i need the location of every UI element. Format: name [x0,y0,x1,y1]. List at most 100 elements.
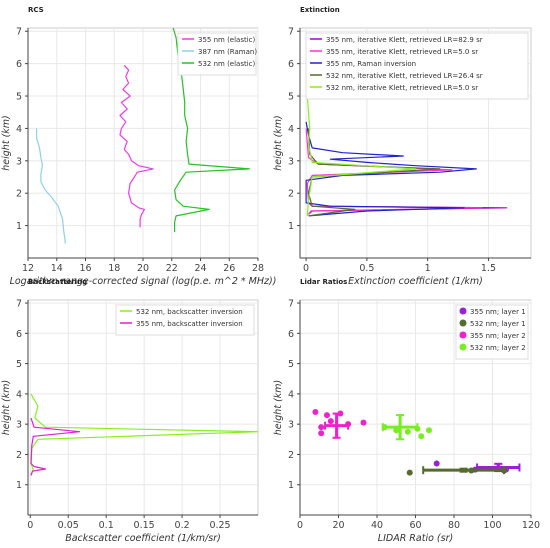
x-tick-label: 24 [194,263,206,274]
x-tick-label: 0.15 [134,520,155,531]
y-tick-label: 7 [288,299,294,310]
series-line [30,393,258,475]
chart-title: RCS [28,6,44,14]
legend-label: 532 nm, iterative Klett, retrieved LR=26… [326,72,483,80]
legend-marker [459,319,467,327]
y-tick-label: 3 [288,420,294,431]
x-tick-label: 20 [332,520,344,531]
series-group [30,393,258,476]
x-tick-label: 16 [79,263,91,274]
x-tick-label: 80 [448,520,460,531]
x-tick-label: 0 [27,520,33,531]
y-tick-label: 4 [16,389,22,400]
y-tick-label: 6 [288,329,294,340]
y-tick-label: 6 [288,59,294,70]
y-tick-label: 1 [288,480,294,491]
data-point [414,425,421,432]
x-tick-label: 0.2 [175,520,190,531]
y-tick-label: 3 [288,156,294,167]
x-tick-label: 0 [297,520,303,531]
x-tick-label: 26 [223,263,235,274]
chart-title: Lidar Ratios [300,278,347,286]
legend-label: 532 nm; layer 2 [470,344,526,352]
y-tick-label: 5 [16,359,22,370]
y-axis-label: height (km) [1,115,12,170]
legend-label: 355 nm, Raman inversion [326,60,416,68]
x-tick-label: 1 [425,263,431,274]
data-point [404,428,411,435]
legend-label: 355 nm; layer 1 [470,308,526,316]
data-point [337,410,344,417]
data-point [468,467,475,474]
legend-label: 532 nm, iterative Klett, retrieved LR=5.… [326,84,478,92]
y-axis-label: height (km) [1,380,12,435]
series-line [305,121,477,217]
panel-bsc: 1 2 3 4 5 6 7 0 0.05 0.1 0.15 0.2 0.25 Backscattering… [1,278,259,544]
legend-box [115,304,255,336]
x-tick-label: 22 [166,263,178,274]
legend: 355 nm (elastic) 387 nm (Raman) 532 nm (el… [177,32,257,76]
y-tick-label: 2 [16,450,22,461]
x-tick-label: 14 [51,263,63,274]
y-tick-label: 5 [288,92,294,103]
y-tick-label: 2 [16,189,22,200]
x-tick-label: 60 [409,520,421,531]
legend: 355 nm; layer 1 532 nm; layer 1 355 nm; la… [455,304,529,360]
data-point [501,467,508,474]
x-tick-label: 0 [303,263,309,274]
y-tick-label: 5 [16,92,22,103]
y-tick-label: 7 [16,299,22,310]
y-tick-label: 4 [16,124,22,135]
legend-box [305,32,529,100]
x-tick-label: 0.1 [99,520,114,531]
y-tick-label: 6 [16,329,22,340]
y-tick-label: 1 [16,480,22,491]
legend-label: 355 nm; layer 2 [470,332,526,340]
legend-marker [459,331,467,339]
y-tick-label: 2 [288,189,294,200]
data-point [433,460,440,467]
y-tick-label: 2 [288,450,294,461]
data-point [345,421,352,428]
legend-label: 532 nm (elastic) [198,60,256,68]
x-tick-label: 0.05 [58,520,79,531]
legend-label: 355 nm (elastic) [198,36,256,44]
panel-ext: 1 2 3 4 5 6 7 0 0.5 1 1.5 Extinction Extinction coef… [273,6,532,287]
y-tick-label: 6 [16,59,22,70]
y-tick-label: 5 [288,359,294,370]
panel-lr: 1 2 3 4 5 6 7 0 20 40 60 80 100 120 Lidar Ratios LIDAR … [273,278,540,544]
legend-label: 355 nm, iterative Klett, retrieved LR=82… [326,36,483,44]
y-tick-label: 3 [16,156,22,167]
y-tick-label: 4 [288,389,294,400]
x-tick-label: 20 [137,263,149,274]
series-line [30,417,81,476]
series-group [312,409,521,476]
data-point [381,424,388,431]
legend: 355 nm, iterative Klett, retrieved LR=82… [305,32,529,100]
legend-label: 355 nm, backscatter inversion [136,320,243,328]
legend-label: 532 nm, backscatter inversion [136,308,243,316]
chart-title: Extinction [300,6,340,14]
data-point [327,418,334,425]
legend-label: 532 nm; layer 1 [470,320,526,328]
x-tick-label: 18 [108,263,120,274]
y-tick-label: 1 [16,221,22,232]
data-point [312,409,319,416]
x-tick-label: 1.5 [481,263,496,274]
x-axis-label: Backscatter coefficient (1/km/sr) [65,533,221,544]
data-point [406,469,413,476]
data-point [318,430,325,437]
x-axis-label: Extinction coefficient (1/km) [348,276,483,287]
data-point [318,424,325,431]
x-tick-label: 40 [371,520,383,531]
data-point [360,419,367,426]
legend-label: 355 nm, iterative Klett, retrieved LR=5.… [326,48,478,56]
y-axis-label: height (km) [273,115,284,170]
x-tick-label: 120 [522,520,540,531]
x-tick-label: 100 [483,520,501,531]
legend-marker [459,343,467,351]
legend-box [177,32,257,76]
legend: 532 nm, backscatter inversion 355 nm, bac… [115,304,255,336]
x-axis-label: Logarithm range-corrected signal (log(p.… [10,276,277,287]
